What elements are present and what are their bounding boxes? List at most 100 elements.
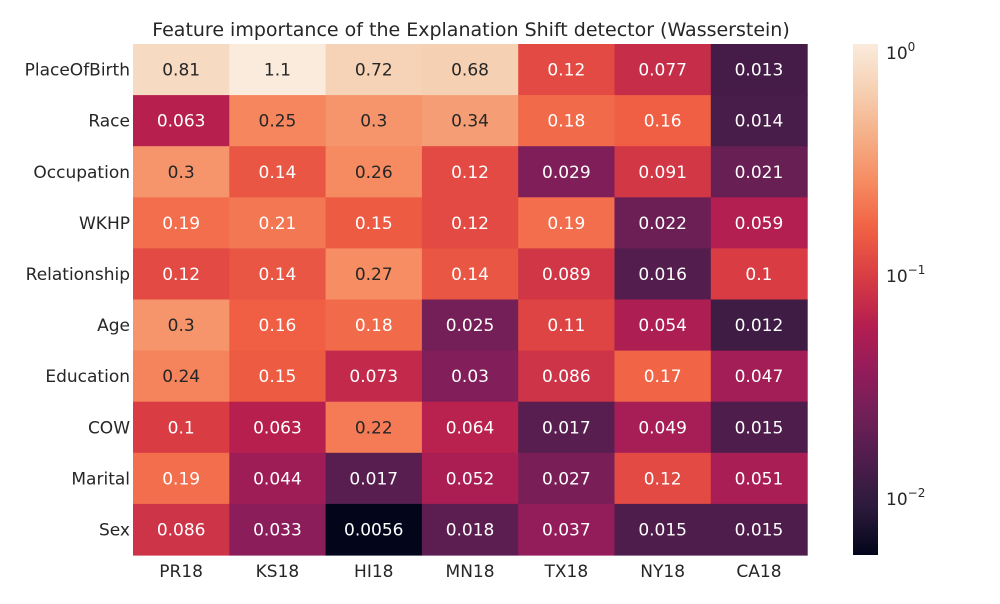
heatmap-cell [325,44,423,96]
heatmap-cell [421,44,519,96]
heatmap-cell [133,44,230,96]
chart-title: Feature importance of the Explanation Sh… [152,19,790,41]
heatmap-cell [229,95,327,147]
heatmap-cell [710,350,808,403]
y-tick-label: Education [45,367,130,387]
cell-value-label: 0.16 [259,316,297,336]
colorbar-tick-label: 10−1 [886,263,925,287]
cell-value-label: 0.015 [735,520,784,540]
heatmap-cell [614,146,712,198]
cell-value-label: 0.24 [162,367,200,387]
heatmap-cell [421,299,519,352]
cell-value-label: 0.025 [446,316,495,336]
cell-value-label: 0.12 [451,163,489,183]
cell-value-label: 0.027 [542,469,591,489]
cell-value-label: 0.012 [735,316,784,336]
heatmap-cell [133,452,230,505]
heatmap-cell [614,503,712,556]
y-tick-label: Race [88,112,130,132]
heatmap-cell [133,401,230,454]
x-tick-label: HI18 [354,562,393,582]
heatmap-cell [518,503,616,556]
heatmap-cell [229,401,327,454]
heatmap-cell [133,248,230,301]
cell-value-label: 0.1 [745,265,772,285]
cell-value-label: 0.086 [157,520,206,540]
heatmap-cell [614,299,712,352]
heatmap-cell [710,197,808,249]
heatmap-cell [133,197,230,249]
cell-value-label: 0.81 [162,61,200,81]
heatmap-cell [421,350,519,403]
x-tick-label: CA18 [736,562,781,582]
heatmap-cell [421,146,519,198]
y-tick-label: PlaceOfBirth [25,61,130,81]
cell-value-label: 0.27 [355,265,393,285]
heatmap-cell [229,503,327,556]
cell-value-label: 0.19 [162,469,200,489]
cell-value-label: 0.25 [259,112,297,132]
heatmap-cell [229,44,327,96]
cell-value-label: 0.72 [355,61,393,81]
y-tick-label: WKHP [79,214,130,234]
cell-value-label: 0.26 [355,163,393,183]
heatmap-cell [710,452,808,505]
colorbar: 100 10−1 10−2 [853,40,925,555]
cell-value-label: 0.11 [547,316,585,336]
heatmap-cell [518,452,616,505]
cell-value-label: 1.1 [264,61,291,81]
heatmap-cell [325,146,423,198]
cell-value-label: 0.12 [644,469,682,489]
heatmap-cell [518,350,616,403]
cell-value-label: 0.3 [168,316,195,336]
heatmap-cell [614,350,712,403]
heatmap-cell [133,350,230,403]
heatmap-cell [133,95,230,147]
cell-value-label: 0.089 [542,265,591,285]
cell-value-label: 0.047 [735,367,784,387]
cell-value-label: 0.03 [451,367,489,387]
colorbar-tick-label: 100 [886,40,915,64]
cell-value-label: 0.022 [638,214,687,234]
cell-value-label: 0.14 [259,265,297,285]
heatmap-cell [229,299,327,352]
cell-value-label: 0.16 [644,112,682,132]
cell-value-label: 0.018 [446,520,495,540]
x-tick-label: TX18 [544,562,589,582]
cell-value-label: 0.029 [542,163,591,183]
cell-value-label: 0.17 [644,367,682,387]
cell-value-label: 0.017 [349,469,398,489]
cell-value-label: 0.15 [259,367,297,387]
heatmap-cell [518,299,616,352]
cell-value-label: 0.18 [355,316,393,336]
cell-value-label: 0.014 [735,112,784,132]
cell-value-label: 0.1 [168,418,195,438]
cell-value-label: 0.12 [547,61,585,81]
heatmap-cell [710,401,808,454]
cell-value-label: 0.037 [542,520,591,540]
cell-value-label: 0.18 [547,112,585,132]
cell-value-label: 0.059 [735,214,784,234]
cell-value-label: 0.064 [446,418,495,438]
cell-value-label: 0.063 [157,112,206,132]
heatmap-cell [421,248,519,301]
cell-value-label: 0.017 [542,418,591,438]
heatmap-cell [325,401,423,454]
cell-value-label: 0.12 [162,265,200,285]
heatmap-cell [421,452,519,505]
heatmap-cell [518,401,616,454]
heatmap-cell [710,503,808,556]
y-tick-label: Sex [99,520,130,540]
heatmap-cell [325,350,423,403]
cell-value-label: 0.015 [638,520,687,540]
heatmap-cell [325,299,423,352]
cell-value-label: 0.049 [638,418,687,438]
cell-value-label: 0.14 [451,265,489,285]
cell-value-label: 0.22 [355,418,393,438]
y-tick-label: COW [88,418,130,438]
cell-value-label: 0.19 [162,214,200,234]
heatmap-cell [229,146,327,198]
heatmap-cell-labels: 0.81 1.1 0.72 0.68 0.12 0.077 0.013 0.063 0.25 0.… [157,61,783,541]
cell-value-label: 0.14 [259,163,297,183]
